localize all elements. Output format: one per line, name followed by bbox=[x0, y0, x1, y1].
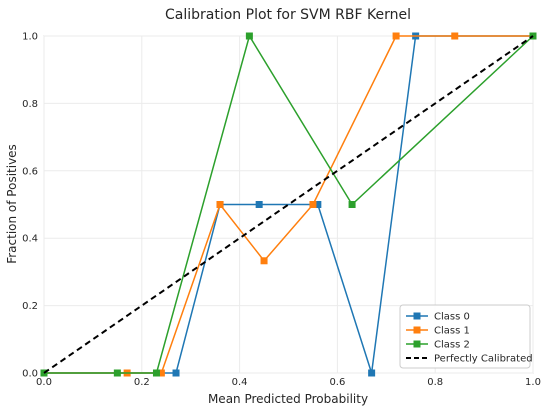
data-point-class-2 bbox=[152, 369, 160, 377]
data-point-class-1 bbox=[260, 257, 268, 265]
x-axis-label: Mean Predicted Probability bbox=[208, 392, 368, 406]
data-point-class-2 bbox=[348, 201, 356, 208]
data-point-class-0 bbox=[314, 201, 322, 208]
data-point-class-0 bbox=[368, 369, 376, 377]
data-point-class-1 bbox=[216, 201, 224, 208]
y-tick-label: 0.8 bbox=[22, 99, 38, 110]
y-tick-label: 0.6 bbox=[22, 166, 38, 177]
y-ticks: 0.0 0.2 0.4 0.6 0.8 1.0 bbox=[22, 32, 38, 380]
legend-label-perfectly-calibrated: Perfectly Calibrated bbox=[434, 354, 533, 365]
legend-label-class-2: Class 2 bbox=[434, 340, 470, 351]
data-point-class-1 bbox=[451, 32, 459, 40]
legend: Class 0 Class 1 Class 2 Perfectly Calibrate… bbox=[399, 304, 533, 369]
x-tick-label: 1.0 bbox=[525, 377, 541, 388]
series-line-class-0 bbox=[44, 35, 533, 374]
data-point-class-2 bbox=[113, 369, 121, 377]
data-point-class-1 bbox=[309, 201, 317, 208]
legend-marker-class-2 bbox=[413, 340, 421, 348]
legend-label-class-1: Class 1 bbox=[434, 326, 470, 337]
y-tick-label: 0.0 bbox=[22, 369, 38, 380]
data-point-class-1 bbox=[157, 369, 165, 377]
x-tick-label: 0.0 bbox=[36, 377, 52, 388]
legend-box bbox=[399, 304, 531, 369]
legend-marker-class-1 bbox=[413, 326, 421, 334]
data-point-class-0 bbox=[172, 369, 180, 377]
x-ticks: 0.0 0.2 0.4 0.6 0.8 1.0 bbox=[36, 377, 541, 388]
series-perfectly-calibrated bbox=[43, 35, 534, 374]
x-tick-label: 0.4 bbox=[232, 377, 248, 388]
data-point-class-2 bbox=[245, 32, 253, 40]
y-tick-label: 1.0 bbox=[22, 32, 38, 43]
chart-title: Calibration Plot for SVM RBF Kernel bbox=[165, 7, 411, 23]
series-layer bbox=[40, 32, 537, 377]
series-line-perfectly-calibrated bbox=[43, 35, 534, 374]
x-tick-label: 0.6 bbox=[329, 377, 345, 388]
x-tick-label: 0.8 bbox=[427, 377, 443, 388]
y-tick-label: 0.4 bbox=[22, 234, 38, 245]
y-axis-label: Fraction of Positives bbox=[5, 144, 19, 264]
y-tick-label: 0.2 bbox=[22, 301, 38, 312]
data-point-class-1 bbox=[392, 32, 400, 40]
legend-label-class-0: Class 0 bbox=[434, 312, 470, 323]
data-point-class-0 bbox=[255, 201, 263, 208]
series-line-class-2 bbox=[44, 34, 534, 374]
legend-marker-class-0 bbox=[413, 312, 421, 320]
x-tick-label: 0.2 bbox=[134, 377, 150, 388]
